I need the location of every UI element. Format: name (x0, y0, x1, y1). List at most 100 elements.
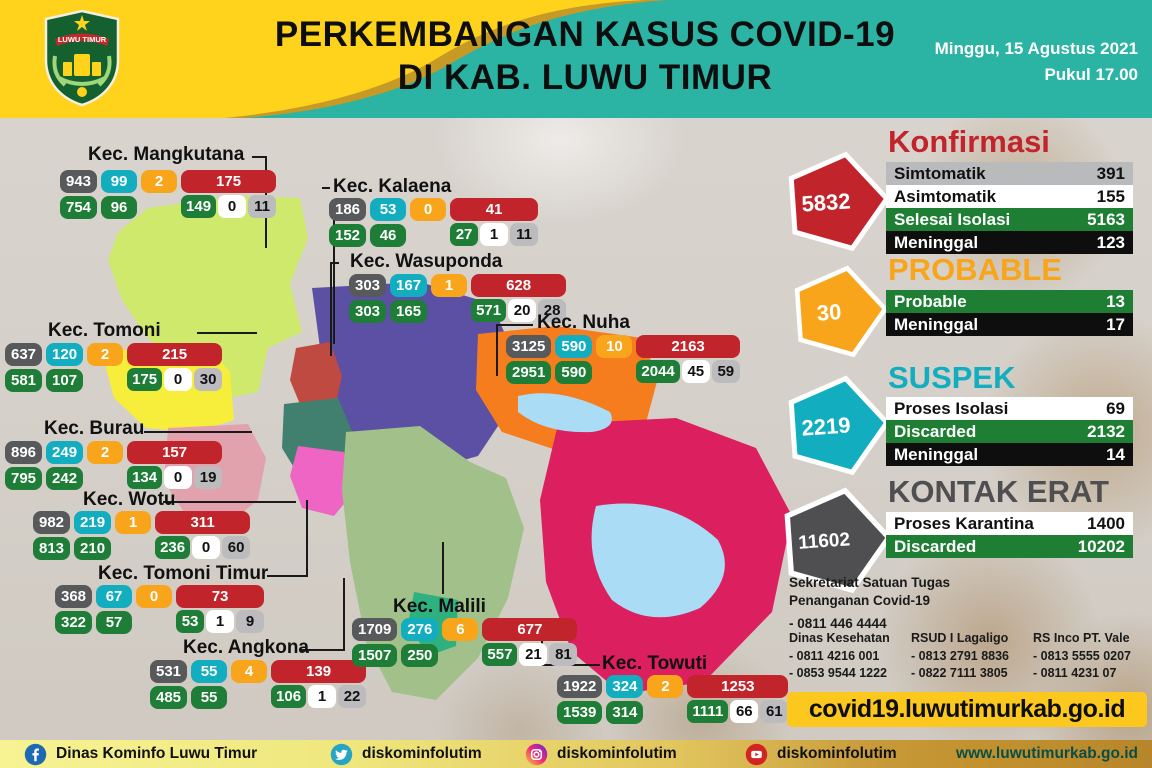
stat-value: 1 (115, 511, 152, 534)
stat-value: 45 (681, 360, 710, 383)
stat-probable: 2 (87, 441, 124, 464)
stat-value: 2163 (636, 335, 740, 358)
panel-badge-suspek: 2219 (787, 373, 894, 480)
footer-item-label: diskominfolutim (777, 745, 897, 762)
facebook-icon (24, 743, 47, 766)
panel-title-probable: PROBABLE (888, 252, 1062, 287)
stat-value: 61 (760, 700, 789, 723)
panel-row-value: 17 (1106, 314, 1125, 334)
stat-value: 46 (370, 224, 407, 247)
panel-badge-value-konfirmasi: 5832 (800, 188, 852, 217)
panel-row-value: 69 (1106, 398, 1125, 418)
report-time: Pukul 17.00 (1044, 64, 1138, 84)
stat-value: 754 (60, 196, 98, 219)
district-label-wasuponda: Kec. Wasuponda (350, 251, 503, 272)
stat-value: 9 (236, 610, 265, 633)
footer-item-youtube[interactable]: diskominfolutim (745, 740, 897, 768)
stat-value: 107 (46, 369, 84, 392)
panel-row-label: Proses Karantina (894, 513, 1034, 533)
district-label-tomoni-timur: Kec. Tomoni Timur (98, 563, 269, 584)
report-datetime: Minggu, 15 Agustus 2021 Pukul 17.00 (935, 36, 1138, 87)
hotline-phone: - 0813 2791 8836 (911, 648, 1010, 663)
hotline-1: Dinas Kesehatan - 0811 4216 001 - 0853 954… (789, 630, 895, 683)
report-date: Minggu, 15 Agustus 2021 (934, 39, 1138, 58)
stat-value: 795 (5, 467, 43, 490)
task-force-contact: Sekretariat Satuan Tugas Penanganan Covi… (789, 574, 950, 634)
panel-row-value: 391 (1096, 163, 1125, 183)
stat-value: 55 (191, 660, 228, 683)
stat-kontak-erat: 531 485 (150, 660, 188, 709)
panel-row-label: Asimtomatik (894, 186, 997, 206)
footer-item-facebook[interactable]: Dinas Kominfo Luwu Timur (24, 740, 257, 768)
stat-value: 368 (55, 585, 93, 608)
stat-suspek: 55 55 (191, 660, 228, 709)
stat-value: 66 (730, 700, 759, 723)
stat-value: 60 (222, 536, 251, 559)
panel-badge-konfirmasi: 5832 (787, 149, 894, 256)
page-title: PERKEMBANGAN KASUS COVID-19 DI KAB. LUWU… (250, 13, 920, 100)
footer-website-link[interactable]: www.luwutimurkab.go.id (956, 745, 1138, 762)
stat-value: 99 (101, 170, 138, 193)
stat-value: 4 (231, 660, 268, 683)
stat-value: 186 (329, 198, 367, 221)
stat-value: 813 (33, 537, 71, 560)
panel-row-value: 155 (1096, 186, 1125, 206)
stat-konfirmasi-breakdown: 27 1 11 (450, 223, 539, 246)
footer-item-instagram[interactable]: diskominfolutim (525, 740, 677, 768)
hotline-phone: - 0822 7111 3805 (911, 666, 1008, 680)
covid-website-badge[interactable]: covid19.luwutimurkab.go.id (787, 692, 1147, 727)
stat-value: 27 (450, 223, 479, 246)
stat-value: 20 (508, 299, 537, 322)
stat-probable: 0 (410, 198, 447, 221)
panel-row-label: Meninggal (894, 314, 979, 334)
stat-suspek: 120 107 (46, 343, 84, 392)
panel-row-label: Selesai Isolasi (894, 209, 1011, 229)
district-label-wotu: Kec. Wotu (83, 489, 176, 510)
stat-value: 2 (87, 441, 124, 464)
panel-row-value: 10202 (1077, 536, 1125, 556)
stat-kontak-erat: 368 322 (55, 585, 93, 634)
stat-value: 314 (606, 701, 644, 724)
district-label-angkona: Kec. Angkona (183, 637, 309, 658)
panel-row-konfirmasi-3: Meninggal 123 (886, 231, 1133, 254)
stat-value: 0 (192, 536, 221, 559)
hotline-phone: - 0813 5555 0207 (1033, 648, 1132, 663)
page-title-line1: PERKEMBANGAN KASUS COVID-19 (274, 15, 896, 54)
footer-item-twitter[interactable]: diskominfolutim (330, 740, 482, 768)
stat-value: 1 (480, 223, 509, 246)
hotline-2: RSUD I Lagaligo - 0813 2791 8836 - 0822 71… (911, 630, 1017, 683)
hotline-3: RS Inco PT. Vale - 0813 5555 0207 - 0811 4… (1033, 630, 1139, 683)
stat-value: 106 (271, 685, 307, 708)
stat-kontak-erat: 896 795 (5, 441, 43, 490)
panel-row-kontak-erat-1: Discarded 10202 (886, 535, 1133, 558)
stat-value: 134 (127, 466, 163, 489)
panel-row-label: Meninggal (894, 232, 979, 252)
stat-konfirmasi-breakdown: 53 1 9 (176, 610, 265, 633)
stat-probable: 0 (136, 585, 173, 608)
panel-title-kontak-erat: KONTAK ERAT (888, 474, 1109, 509)
stat-value: 28 (538, 299, 567, 322)
panel-row-suspek-2: Meninggal 14 (886, 443, 1133, 466)
stat-konfirmasi: 41 27 1 11 (450, 198, 539, 246)
district-stats-wotu: 982 813 219 210 1 311 236 0 60 (33, 511, 251, 560)
panel-title-suspek: SUSPEK (888, 360, 1016, 395)
stat-value: 896 (5, 441, 43, 464)
stat-probable: 4 (231, 660, 268, 683)
panel-row-konfirmasi-2: Selesai Isolasi 5163 (886, 208, 1133, 231)
stat-suspek: 219 210 (74, 511, 112, 560)
footer-social-bar: Dinas Kominfo Luwu Timur diskominfolutim d… (0, 740, 1152, 768)
logo-text: LUWU TIMUR (58, 35, 107, 44)
twitter-icon (330, 743, 353, 766)
stat-value: 73 (176, 585, 265, 608)
panel-row-probable-0: Probable 13 (886, 290, 1133, 313)
footer-item-label: diskominfolutim (362, 745, 482, 762)
yellow-swoosh (0, 0, 668, 118)
footer-item-label: Dinas Kominfo Luwu Timur (56, 745, 258, 762)
stat-probable: 1 (115, 511, 152, 534)
footer-item-label: diskominfolutim (557, 745, 677, 762)
panel-row-probable-1: Meninggal 17 (886, 313, 1133, 336)
panel-row-kontak-erat-0: Proses Karantina 1400 (886, 512, 1133, 535)
panel-row-label: Proses Isolasi (894, 398, 1009, 418)
